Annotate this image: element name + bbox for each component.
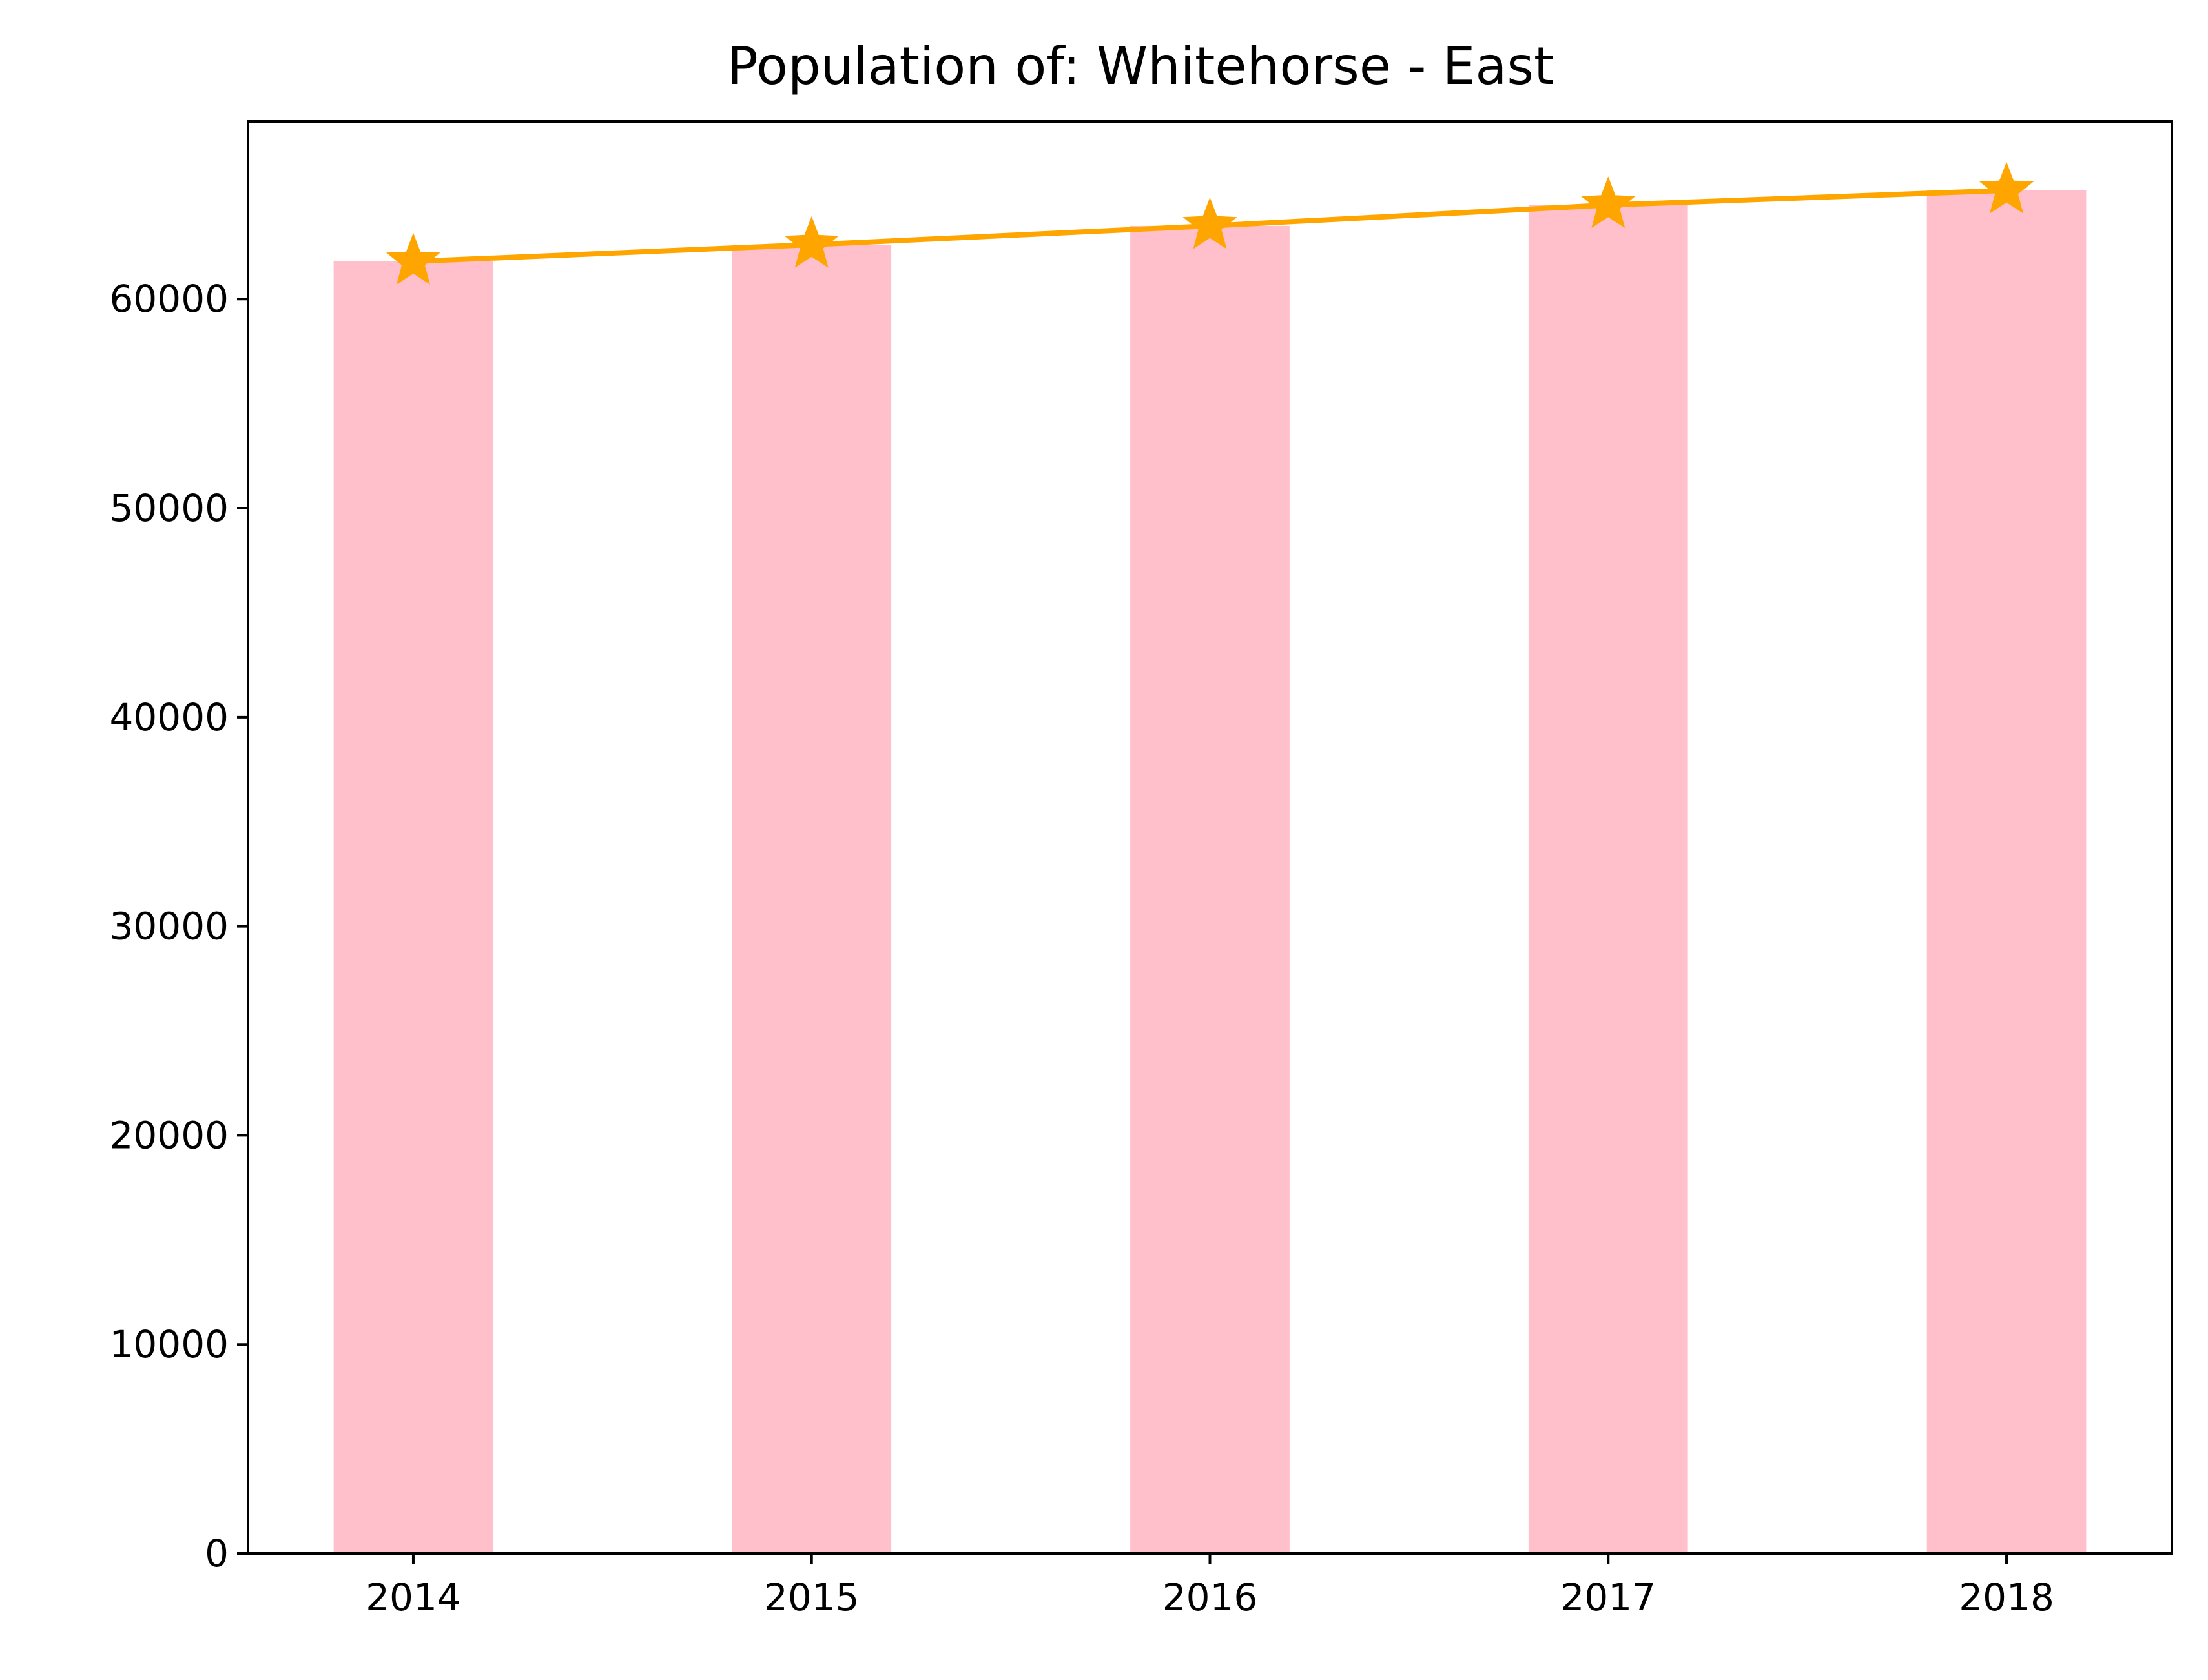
x-tick-label: 2017 (1560, 1575, 1656, 1619)
x-tick-label: 2016 (1162, 1575, 1258, 1619)
bar-2016 (1130, 226, 1290, 1553)
bar-2015 (732, 245, 891, 1553)
bar-2014 (334, 261, 493, 1553)
x-tick-label: 2018 (1959, 1575, 2054, 1619)
chart-title: Population of: Whitehorse - East (727, 36, 1554, 96)
y-tick-label: 60000 (109, 277, 229, 321)
x-tick-label: 2015 (764, 1575, 860, 1619)
y-tick-label: 50000 (109, 486, 229, 530)
y-tick-label: 10000 (109, 1322, 229, 1366)
bar-2018 (1927, 190, 2087, 1553)
y-tick-label: 30000 (109, 905, 229, 948)
bar-2017 (1529, 205, 1688, 1553)
x-tick-label: 2014 (366, 1575, 461, 1619)
y-tick-label: 40000 (109, 695, 229, 739)
y-tick-label: 20000 (109, 1113, 229, 1157)
y-tick-label: 0 (205, 1531, 229, 1575)
